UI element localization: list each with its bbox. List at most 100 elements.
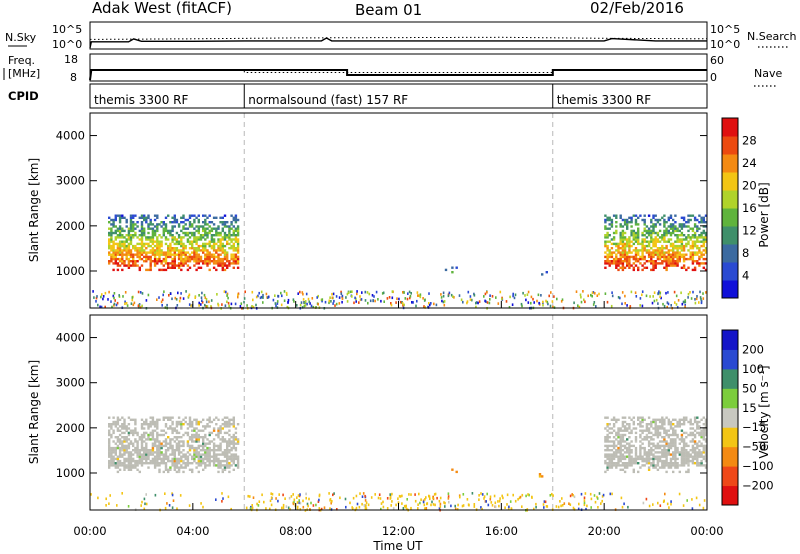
scatter-cell <box>127 468 131 471</box>
scatter-cell <box>469 295 472 298</box>
scatter-cell <box>140 234 144 237</box>
noise-search-line <box>89 36 708 40</box>
scatter-cell <box>619 231 622 235</box>
scatter-cell <box>680 244 684 248</box>
scatter-cell <box>204 453 207 456</box>
scatter-cell <box>236 231 240 235</box>
scatter-cell <box>177 264 181 267</box>
scatter-cell <box>678 464 681 467</box>
power-ylabel: Slant Range [km] <box>27 158 41 262</box>
y-tick-label: 1000 <box>56 264 85 278</box>
scatter-cell <box>210 455 214 458</box>
scatter-cell <box>175 459 179 463</box>
scatter-cell <box>143 231 146 235</box>
scatter-cell <box>129 451 133 454</box>
scatter-cell <box>608 218 611 222</box>
scatter-cell <box>623 251 627 254</box>
scatter-cell <box>694 298 696 301</box>
scatter-cell <box>422 500 425 504</box>
scatter-cell <box>116 234 120 237</box>
scatter-cell <box>201 291 203 295</box>
scatter-cell <box>226 453 229 456</box>
scatter-cell <box>667 251 670 254</box>
scatter-cell <box>615 444 618 448</box>
scatter-cell <box>208 240 211 243</box>
scatter-cell <box>693 268 697 272</box>
scatter-cell <box>127 464 131 467</box>
scatter-cell <box>560 300 563 303</box>
scatter-cell <box>604 444 607 448</box>
scatter-cell <box>236 423 240 426</box>
scatter-cell <box>652 216 655 219</box>
scatter-cell <box>665 255 668 259</box>
scatter-cell <box>650 218 653 222</box>
scatter-cell <box>639 436 642 439</box>
scatter-cell <box>169 442 172 445</box>
scatter-cell <box>164 253 168 256</box>
scatter-cell <box>693 449 697 452</box>
scatter-cell <box>158 442 161 445</box>
scatter-cell <box>217 257 220 261</box>
scatter-cell <box>704 449 708 452</box>
scatter-cell <box>682 225 686 228</box>
scatter-cell <box>682 451 686 454</box>
scatter-cell <box>621 444 625 448</box>
scatter-cell <box>656 234 660 237</box>
scatter-cell <box>151 433 155 437</box>
scatter-cell <box>296 501 299 504</box>
scatter-cell <box>108 431 111 435</box>
scatter-cell <box>132 449 135 452</box>
scatter-cell <box>650 251 653 254</box>
scatter-cell <box>230 302 233 306</box>
scatter-cell <box>499 497 501 500</box>
scatter-cell <box>398 297 400 301</box>
scatter-cell <box>236 227 240 230</box>
scatter-cell <box>177 242 181 246</box>
scatter-cell <box>212 418 216 421</box>
scatter-cell <box>617 451 620 454</box>
scatter-cell <box>702 225 705 228</box>
scatter-cell <box>188 423 192 426</box>
scatter-cell <box>312 504 315 507</box>
scatter-cell <box>151 420 155 424</box>
scatter-cell <box>619 251 622 254</box>
scatter-cell <box>197 470 200 474</box>
scatter-cell <box>435 303 438 307</box>
scatter-cell <box>121 253 124 256</box>
scatter-cell <box>658 444 662 448</box>
scatter-cell <box>215 260 218 263</box>
scatter-cell <box>502 496 504 500</box>
scatter-cell <box>260 290 263 294</box>
scatter-cell <box>223 238 227 241</box>
scatter-cell <box>654 236 657 239</box>
scatter-cell <box>308 300 311 304</box>
scatter-cell <box>202 438 205 441</box>
scatter-cell <box>127 444 131 448</box>
scatter-cell <box>654 431 657 435</box>
scatter-cell <box>114 238 117 241</box>
scatter-cell <box>151 247 155 250</box>
scatter-cell <box>202 425 205 428</box>
scatter-cell <box>197 451 200 454</box>
scatter-cell <box>236 238 240 241</box>
scatter-cell <box>195 268 198 272</box>
scatter-cell <box>234 255 238 259</box>
scatter-cell <box>153 249 157 252</box>
scatter-cell <box>191 438 194 441</box>
scatter-cell <box>628 249 631 252</box>
scatter-cell <box>682 257 686 261</box>
scatter-cell <box>215 262 218 265</box>
scatter-cell <box>206 449 209 452</box>
scatter-cell <box>197 462 200 465</box>
scatter-cell <box>188 257 192 261</box>
scatter-cell <box>134 418 137 421</box>
scatter-cell <box>125 253 128 256</box>
y-tick-label: 3000 <box>56 376 85 390</box>
scatter-cell <box>129 214 133 217</box>
scatter-cell <box>206 255 209 259</box>
scatter-cell <box>110 300 112 303</box>
scatter-cell <box>166 502 168 505</box>
scatter-cell <box>417 507 419 510</box>
scatter-cell <box>127 462 131 465</box>
scatter-cell <box>682 418 686 421</box>
